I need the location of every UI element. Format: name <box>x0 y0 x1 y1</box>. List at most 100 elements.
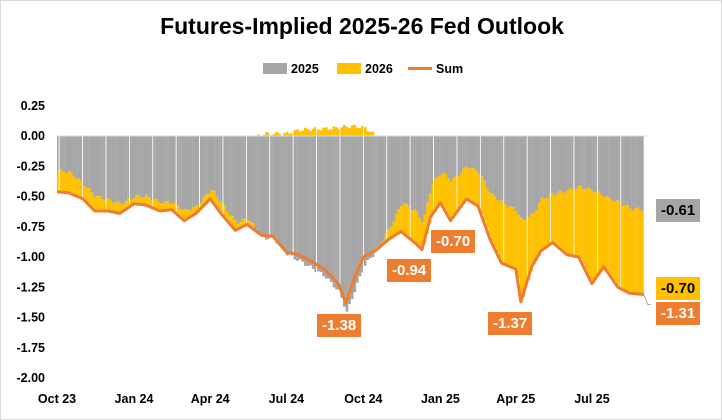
bar-2026 <box>405 203 409 236</box>
bar-2025 <box>408 136 410 208</box>
bar-2026 <box>389 227 393 239</box>
legend-swatch-2025 <box>263 63 287 74</box>
bar-2026 <box>155 198 159 210</box>
bar-2026 <box>93 196 97 210</box>
bar-2025 <box>348 136 351 305</box>
bar-2025 <box>457 136 461 177</box>
bar-2026 <box>535 210 539 261</box>
bar-2026 <box>423 214 427 244</box>
bar-2025 <box>556 136 559 194</box>
bar-2026 <box>595 192 597 279</box>
bar-2026 <box>605 196 609 270</box>
bar-2026 <box>530 213 533 272</box>
legend-label-2026: 2026 <box>365 62 393 76</box>
bar-2025 <box>200 136 203 203</box>
bar-2025 <box>236 136 240 225</box>
bar-2026 <box>460 172 463 208</box>
bar-2026 <box>470 168 474 202</box>
bar-2025 <box>129 136 133 200</box>
bar-2026 <box>356 127 359 136</box>
bar-2026 <box>85 187 89 202</box>
bar-2025 <box>106 136 110 199</box>
bar-2026 <box>525 220 527 289</box>
bar-2025 <box>327 136 331 279</box>
bar-2026 <box>98 195 102 212</box>
bar-2026 <box>207 193 211 202</box>
bar-2025 <box>561 136 565 192</box>
bar-2025 <box>155 136 159 199</box>
bar-2025 <box>363 136 367 266</box>
bar-2025 <box>600 136 604 196</box>
bar-2025 <box>584 136 588 190</box>
bar-2026 <box>124 200 128 211</box>
bar-2025 <box>595 136 597 193</box>
bar-2025 <box>535 136 539 211</box>
bar-2025 <box>530 136 533 214</box>
bar-2025 <box>132 136 136 199</box>
bar-2026 <box>181 209 185 219</box>
bar-2026 <box>293 130 297 136</box>
bar-2026 <box>317 129 320 136</box>
bar-2026 <box>150 200 153 208</box>
bar-gap <box>246 137 247 220</box>
bar-2026 <box>483 180 487 221</box>
bar-2026 <box>413 209 416 242</box>
bar-2026 <box>145 194 149 205</box>
bar-2025 <box>228 136 232 216</box>
bar-2025 <box>415 136 419 212</box>
bar-2025 <box>189 136 193 211</box>
bar-gap <box>480 137 481 175</box>
bar-2026 <box>236 224 240 230</box>
bar-2026 <box>402 203 406 233</box>
bar-2025 <box>345 136 349 312</box>
bar-2025 <box>621 136 624 207</box>
x-tick-label: Jan 24 <box>115 392 154 406</box>
bar-2025 <box>616 136 619 201</box>
bar-2026 <box>275 131 279 136</box>
bar-2026 <box>579 185 583 260</box>
bar-2026 <box>473 167 476 204</box>
annotation-apr-2025: -1.37 <box>488 312 533 335</box>
bar-2026 <box>400 206 403 233</box>
bar-2025 <box>215 136 219 197</box>
bar-2026 <box>226 211 229 220</box>
bar-2025 <box>93 136 97 197</box>
bar-2025 <box>267 136 270 240</box>
x-tick-label: Apr 24 <box>191 392 230 406</box>
bar-2026 <box>618 202 621 288</box>
bar-2026 <box>197 205 200 212</box>
bar-2025 <box>436 136 440 177</box>
bar-2026 <box>590 189 593 280</box>
bar-2026 <box>449 181 453 220</box>
bar-gap <box>386 137 388 234</box>
bar-2025 <box>298 136 302 260</box>
bar-2026 <box>166 201 169 211</box>
bar-2025 <box>77 136 81 179</box>
bar-2026 <box>83 186 86 199</box>
bar-2026 <box>148 197 151 206</box>
bar-2025 <box>148 136 151 198</box>
bar-gap <box>339 137 341 290</box>
bar-2026 <box>444 173 448 210</box>
bar-2025 <box>127 136 129 199</box>
bar-2025 <box>309 136 312 266</box>
bar-gap <box>503 137 505 201</box>
bar-2025 <box>122 136 125 205</box>
bar-2025 <box>397 136 401 210</box>
bar-2026 <box>127 198 129 209</box>
bar-2025 <box>272 136 276 239</box>
bar-2025 <box>98 136 102 196</box>
bar-2025 <box>389 136 393 228</box>
bar-2026 <box>272 134 276 136</box>
bar-2026 <box>639 210 643 295</box>
bar-2025 <box>371 136 375 258</box>
y-tick-label: -0.25 <box>17 159 46 173</box>
bar-2025 <box>304 136 307 266</box>
bar-2025 <box>558 136 562 191</box>
bar-2026 <box>462 167 466 205</box>
bar-2025 <box>488 136 492 193</box>
bar-2026 <box>343 124 346 136</box>
bar-2026 <box>241 218 245 228</box>
bar-2026 <box>111 202 115 212</box>
